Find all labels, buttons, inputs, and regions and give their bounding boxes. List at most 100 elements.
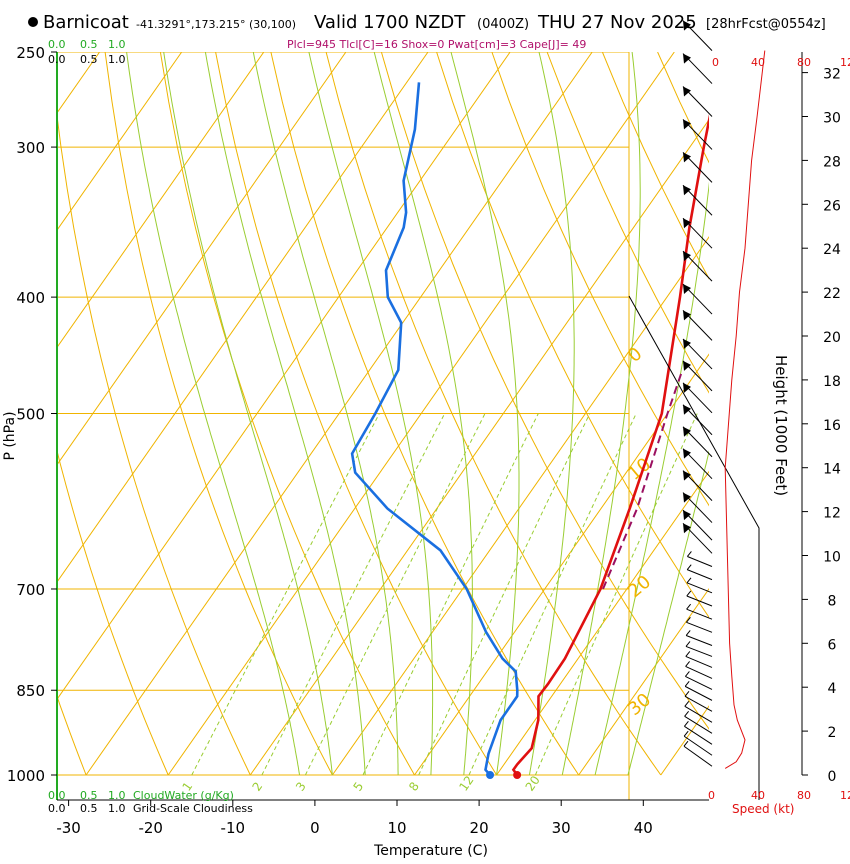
valid-date: THU 27 Nov 2025 [537,12,697,33]
cloud-tick-bottom-1: 0.5 [80,789,98,802]
x-tick-label--20: -20 [138,819,163,837]
wind-barb-flag [683,405,691,415]
speed-tick-bottom-0: 0 [708,789,715,802]
mixing-ratio-label-2: 2 [250,779,266,793]
cloudiness-tick-top-1: 0.5 [80,53,98,66]
mixing-ratio-8 [419,414,590,776]
isotherm-label-right-0: 0 [624,343,646,366]
height-tick-label-16: 16 [823,418,841,434]
wind-barb-feather [687,551,691,556]
mixing-ratio-label-20: 20 [523,773,543,794]
wind-barb-feather [685,681,689,686]
temperature-surface-marker [513,771,521,779]
site-name: Barnicoat [43,12,129,33]
wind-barb-7 [685,671,712,689]
forecast-info: [28hrFcst@0554z] [706,17,826,32]
mixing-ratio-label-5: 5 [350,779,366,793]
wind-barb-flag [683,152,691,162]
wind-barb-feather [687,604,691,609]
y-tick-label-400: 400 [16,289,45,307]
wind-barb-19 [683,510,712,540]
wind-barb-feather [686,661,690,666]
mixing-ratio-label-12: 12 [456,773,476,794]
y-axis-title: P (hPa) [2,411,18,460]
wind-barb-0 [684,741,712,766]
height-tick-label-20: 20 [823,330,841,346]
site-coords: -41.3291°,173.215° (30,100) [136,18,296,31]
y-tick-label-700: 700 [16,581,45,599]
wind-barb-flag [683,339,691,349]
height-tick-label-4: 4 [828,681,837,697]
y-tick-label-300: 300 [16,139,45,157]
wind-barb-feather [685,691,689,696]
y-tick-label-1000: 1000 [7,767,45,785]
valid-time: Valid 1700 NZDT [314,12,466,33]
x-tick-label-40: 40 [634,819,653,837]
speed-tick-top-2: 80 [797,56,811,69]
wind-barb-feather [687,565,691,570]
mixing-ratio-5 [363,414,538,776]
speed-axis-title: Speed (kt) [732,802,794,816]
mixing-ratio-12 [469,414,636,776]
cloud-water-title: CloudWater (g/Kg) [133,789,234,802]
stability-indices: Plcl=945 Tlcl[C]=16 Shox=0 Pwat[cm]=3 Ca… [287,38,586,51]
wind-barb-shaft [686,635,712,645]
speed-tick-top-0: 0 [712,56,719,69]
cloud-tick-bottom-2: 1.0 [108,789,126,802]
height-tick-label-6: 6 [828,637,837,653]
wind-barb-shaft [685,676,712,689]
thermo-grid [0,52,850,800]
dewpoint-surface-marker [486,771,494,779]
height-tick-label-28: 28 [823,154,841,170]
cloudiness-tick-bottom-1: 0.5 [80,802,98,815]
height-tick-label-12: 12 [823,506,841,522]
height-tick-label-32: 32 [823,67,841,83]
cloudiness-tick-top-2: 1.0 [108,53,126,66]
height-tick-label-22: 22 [823,286,841,302]
wind-barb-feather [686,641,690,646]
x-tick-label-0: 0 [310,819,320,837]
wind-barb-feather [684,731,688,736]
mixing-ratio-1 [192,414,380,776]
mixing-ratio-3 [305,414,485,776]
wind-barb-flag [683,449,691,459]
x-tick-label-20: 20 [470,819,489,837]
utc-time: (0400Z) [477,17,529,32]
wind-barb-16 [687,565,712,580]
height-tick-label-14: 14 [823,462,841,478]
wind-barb-29 [683,284,712,314]
wind-barb-feather [685,701,689,706]
cloudiness-tick-bottom-2: 1.0 [108,802,126,815]
wind-barb-flag [683,361,691,371]
wind-barb-11 [686,630,712,645]
speed-tick-bottom-3: 12 [840,789,850,802]
y-tick-label-250: 250 [16,44,45,62]
height-tick-label-26: 26 [823,198,841,214]
height-tick-label-10: 10 [823,550,841,566]
wind-barb-12 [686,617,712,632]
wind-barb-shaft [685,716,712,733]
mixing-ratio-label-3: 3 [293,779,309,793]
x-tick-label-10: 10 [387,819,406,837]
wind-barb-flag [683,383,691,393]
height-tick-label-30: 30 [823,111,841,127]
wind-barb-flag [683,284,691,294]
wind-barb-shaft [686,646,712,656]
wind-barb-flag [683,185,691,195]
speed-tick-bottom-2: 80 [797,789,811,802]
cloud-tick-top-0: 0.0 [48,38,66,51]
height-tick-label-8: 8 [828,593,837,609]
wind-barb-flag [683,471,691,481]
cloudiness-title: Grid-Scale Cloudiness [133,802,253,815]
wind-barb-feather [684,741,688,746]
isotherm-40 [661,52,850,775]
wind-barb-36 [683,54,712,84]
y-tick-label-500: 500 [16,406,45,424]
wind-barb-flag [683,510,691,520]
cloudiness-tick-bottom-0: 0.0 [48,802,66,815]
wind-barb-feather [686,630,690,635]
height-tick-label-18: 18 [823,374,841,390]
cloudiness-tick-top-0: 0.0 [48,53,66,66]
